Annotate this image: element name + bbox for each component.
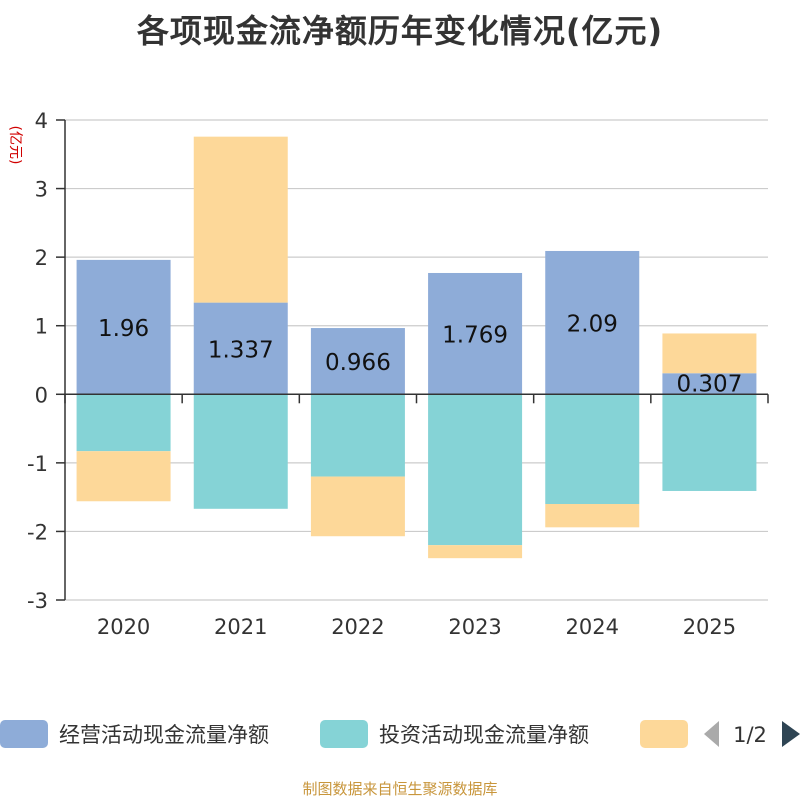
bar-2024-series-3 xyxy=(545,504,640,528)
bar-2023-series-1 xyxy=(428,272,523,395)
data-label: 1.96 xyxy=(98,316,149,342)
y-tick-label: 2 xyxy=(35,246,48,270)
y-tick-label: 4 xyxy=(35,109,48,133)
x-tick-label: 2025 xyxy=(683,615,736,639)
bar-2021-series-3 xyxy=(193,136,288,303)
x-tick-label: 2020 xyxy=(97,615,150,639)
x-tick-label: 2021 xyxy=(214,615,267,639)
y-axis-unit-label: (亿元) xyxy=(7,126,23,165)
bar-2022-series-2 xyxy=(310,394,405,477)
bar-2020-series-2 xyxy=(76,394,171,452)
bar-2022-series-3 xyxy=(310,476,405,537)
bar-2021-series-2 xyxy=(193,394,288,509)
y-tick-label: 1 xyxy=(35,315,48,339)
legend-swatch-series-2 xyxy=(320,720,368,748)
legend-page-indicator: 1/2 xyxy=(733,723,767,747)
bar-2023-series-2 xyxy=(428,394,523,546)
x-tick-label: 2024 xyxy=(566,615,619,639)
y-tick-label: -2 xyxy=(27,520,48,544)
axes: 4 3 2 1 0 -1 -2 -3 2020 2021 2022 2023 2024 2025 xyxy=(27,109,769,639)
legend-label: 投资活动现金流量净额 xyxy=(379,723,589,747)
chart-title: 各项现金流净额历年变化情况(亿元) xyxy=(136,12,664,50)
data-label: 0.307 xyxy=(676,371,742,397)
bar-2025-series-1 xyxy=(662,373,757,395)
legend: 经营活动现金流量净额 投资活动现金流量净额 1/2 xyxy=(0,720,800,748)
gridlines xyxy=(65,119,768,601)
bar-2022-series-1 xyxy=(310,328,405,395)
bars xyxy=(76,136,757,559)
x-tick-label: 2023 xyxy=(448,615,501,639)
data-label: 2.09 xyxy=(567,312,618,338)
y-tick-label: 3 xyxy=(35,178,48,202)
bar-2020-series-1 xyxy=(76,259,171,395)
bar-2020-series-3 xyxy=(76,451,171,502)
bar-2021-series-1 xyxy=(193,302,288,395)
data-label: 1.337 xyxy=(208,337,274,363)
data-labels: 1.96 1.337 0.966 1.769 2.09 0.307 xyxy=(98,312,742,398)
legend-prev-page-icon[interactable] xyxy=(704,721,719,747)
source-footer: 制图数据来自恒生聚源数据库 xyxy=(302,780,498,798)
bar-2024-series-1 xyxy=(545,250,640,395)
bar-2024-series-2 xyxy=(545,394,640,504)
bar-2025-series-3 xyxy=(662,333,757,374)
x-tick-label: 2022 xyxy=(331,615,384,639)
bar-2023-series-3 xyxy=(428,545,523,559)
y-tick-label: 0 xyxy=(35,383,48,407)
data-label: 1.769 xyxy=(442,323,508,349)
legend-swatch-series-1 xyxy=(0,720,48,748)
y-tick-label: -3 xyxy=(27,589,48,613)
legend-next-page-icon[interactable] xyxy=(782,721,800,747)
y-tick-label: -1 xyxy=(27,452,48,476)
bar-2025-series-2 xyxy=(662,394,757,491)
legend-label: 经营活动现金流量净额 xyxy=(59,723,269,747)
legend-swatch-series-3 xyxy=(640,720,688,748)
data-label: 0.966 xyxy=(325,350,391,376)
